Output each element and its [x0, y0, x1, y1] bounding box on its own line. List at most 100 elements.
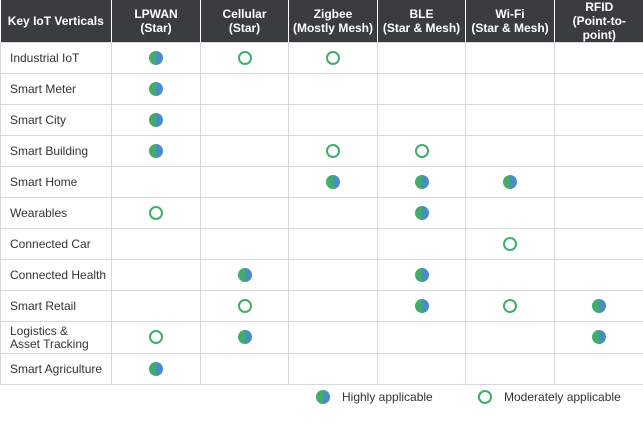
rating-cell — [288, 166, 378, 198]
vertical-label-line: Logistics & — [10, 323, 69, 338]
rating-cell — [465, 73, 555, 105]
highly-applicable-dot-icon — [503, 174, 517, 189]
rating-cell — [554, 73, 643, 105]
table-row: Smart Meter — [0, 73, 643, 105]
rating-cell — [111, 197, 201, 229]
highly-applicable-dot-icon — [414, 298, 429, 313]
moderately-applicable-ring-icon — [237, 50, 252, 65]
moderately-applicable-ring-icon — [326, 50, 340, 65]
rating-cell — [554, 166, 643, 198]
header-tech-name: Wi-Fi — [495, 7, 525, 21]
rating-cell — [111, 228, 201, 260]
rating-cell — [377, 135, 466, 167]
rating-cell — [200, 321, 289, 354]
legend-highly-applicable: Highly applicable — [316, 390, 433, 404]
rating-cell — [288, 42, 378, 74]
highly-applicable-dot-icon — [414, 174, 429, 189]
vertical-label-line: Wearables — [10, 205, 68, 220]
rating-cell — [288, 228, 378, 260]
moderately-applicable-ring-icon — [149, 330, 163, 345]
rating-cell — [377, 73, 466, 105]
highly-applicable-dot-icon — [592, 330, 606, 345]
table-row: Smart City — [0, 104, 643, 136]
highly-applicable-dot-icon — [149, 81, 163, 96]
rating-cell — [465, 104, 555, 136]
header-rfid: RFID (Point-to-point) — [554, 0, 643, 43]
rating-cell — [465, 321, 555, 354]
rating-cell — [200, 290, 289, 322]
table-row: Logistics & Asset Tracking — [0, 321, 643, 354]
header-tech-topology: (Point-to-point) — [572, 14, 626, 42]
legend-moderate-label: Moderately applicable — [504, 390, 621, 404]
highly-applicable-dot-icon — [414, 267, 429, 282]
header-lpwan: LPWAN (Star) — [111, 0, 201, 43]
header-key-verticals: Key IoT Verticals — [0, 0, 112, 43]
rating-cell — [377, 353, 466, 385]
header-tech-topology: (Star & Mesh) — [382, 21, 461, 35]
vertical-label: Connected Health — [0, 259, 112, 291]
rating-cell — [377, 104, 466, 136]
vertical-label: Industrial IoT — [0, 42, 112, 74]
vertical-label: Smart Building — [0, 135, 112, 167]
vertical-label-line: Asset Tracking — [10, 336, 89, 351]
vertical-label: Smart City — [0, 104, 112, 136]
header-tech-name: Zigbee — [313, 7, 353, 21]
table-row: Wearables — [0, 197, 643, 229]
moderately-applicable-ring-icon — [149, 205, 163, 220]
rating-cell — [288, 259, 378, 291]
header-tech-topology: (Star & Mesh) — [471, 21, 549, 35]
table-row: Smart Agriculture — [0, 353, 643, 385]
vertical-label: Wearables — [0, 197, 112, 229]
rating-cell — [554, 42, 643, 74]
legend-moderately-applicable: Moderately applicable — [478, 390, 621, 404]
rating-cell — [554, 321, 643, 354]
header-tech-topology: (Star) — [228, 21, 261, 35]
rating-cell — [554, 353, 643, 385]
header-ble: BLE (Star & Mesh) — [377, 0, 466, 43]
rating-cell — [200, 73, 289, 105]
vertical-label-line: Industrial IoT — [10, 50, 80, 65]
header-tech-topology: (Mostly Mesh) — [292, 21, 373, 35]
highly-applicable-dot-icon — [237, 330, 252, 345]
rating-cell — [111, 104, 201, 136]
header-wifi: Wi-Fi (Star & Mesh) — [465, 0, 555, 43]
rating-cell — [465, 42, 555, 74]
header-tech-name: LPWAN — [134, 7, 178, 21]
table-row: Connected Health — [0, 259, 643, 291]
vertical-label: Smart Agriculture — [0, 353, 112, 385]
rating-cell — [554, 259, 643, 291]
table-row: Smart Building — [0, 135, 643, 167]
moderately-applicable-ring-icon — [503, 298, 517, 313]
highly-applicable-dot-icon — [149, 50, 163, 65]
rating-cell — [465, 228, 555, 260]
vertical-label-line: Smart City — [10, 112, 67, 127]
moderately-applicable-ring-icon — [414, 143, 429, 158]
rating-cell — [288, 353, 378, 385]
highly-applicable-dot-icon — [326, 174, 340, 189]
moderately-applicable-ring-icon — [237, 298, 252, 313]
highly-applicable-dot-icon — [149, 361, 163, 376]
rating-cell — [554, 228, 643, 260]
rating-cell — [111, 73, 201, 105]
rating-cell — [288, 135, 378, 167]
rating-cell — [111, 42, 201, 74]
iot-applicability-table: Key IoT Verticals LPWAN (Star) Cellular … — [0, 0, 643, 385]
rating-cell — [554, 135, 643, 167]
rating-cell — [200, 228, 289, 260]
vertical-label: Connected Car — [0, 228, 112, 260]
rating-cell — [288, 321, 378, 354]
vertical-label-line: Smart Retail — [10, 298, 77, 313]
rating-cell — [377, 228, 466, 260]
header-zigbee: Zigbee (Mostly Mesh) — [288, 0, 378, 43]
header-tech-name: Cellular — [222, 7, 267, 21]
table-row: Connected Car — [0, 228, 643, 260]
moderately-applicable-ring-icon — [503, 236, 517, 251]
table-body: Industrial IoT Smart Meter Smart City Smart… — [0, 42, 643, 385]
vertical-label-line: Smart Home — [10, 174, 78, 189]
rating-cell — [200, 42, 289, 74]
rating-cell — [554, 104, 643, 136]
rating-cell — [288, 104, 378, 136]
rating-cell — [111, 321, 201, 354]
rating-cell — [465, 259, 555, 291]
rating-cell — [377, 290, 466, 322]
